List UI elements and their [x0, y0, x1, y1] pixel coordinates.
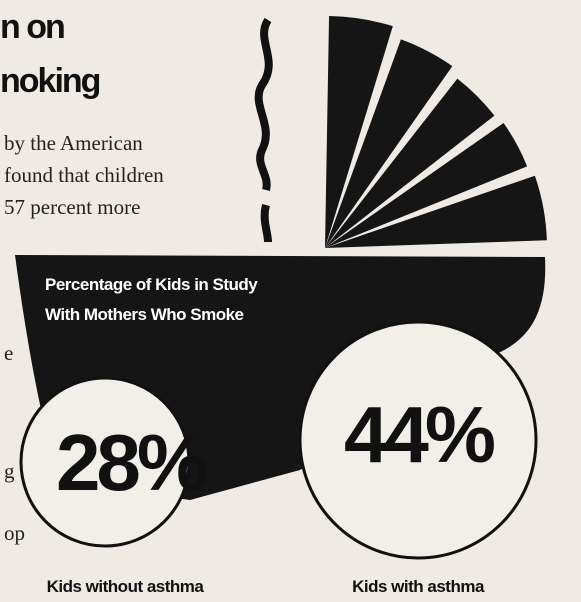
- body-line: 57 percent more: [4, 195, 140, 219]
- percent-value: 44%: [344, 390, 495, 479]
- smoke: [254, 17, 273, 243]
- group-label: Kids without asthma: [47, 577, 205, 596]
- hood-segment: [325, 39, 453, 248]
- wheel: [19, 376, 191, 548]
- headline-line: noking: [0, 62, 100, 100]
- carriage-hood: [325, 16, 547, 248]
- hood-segment: [325, 175, 547, 248]
- group-label: Kids with asthma: [352, 577, 485, 596]
- hood-segment: [325, 122, 528, 248]
- body-line: found that children: [4, 163, 164, 187]
- hood-segment: [325, 78, 495, 248]
- wheel: [298, 320, 538, 560]
- body-fragment: g: [4, 459, 15, 483]
- graphic-title: Percentage of Kids in Study: [45, 275, 258, 294]
- body-fragment: op: [4, 521, 25, 545]
- body-fragment: e: [4, 341, 13, 365]
- percent-value: 28%: [56, 418, 207, 507]
- hood-segment: [325, 16, 393, 248]
- body-line: by the American: [4, 131, 143, 155]
- graphic-title: With Mothers Who Smoke: [45, 305, 244, 324]
- headline-line: n on: [0, 8, 64, 46]
